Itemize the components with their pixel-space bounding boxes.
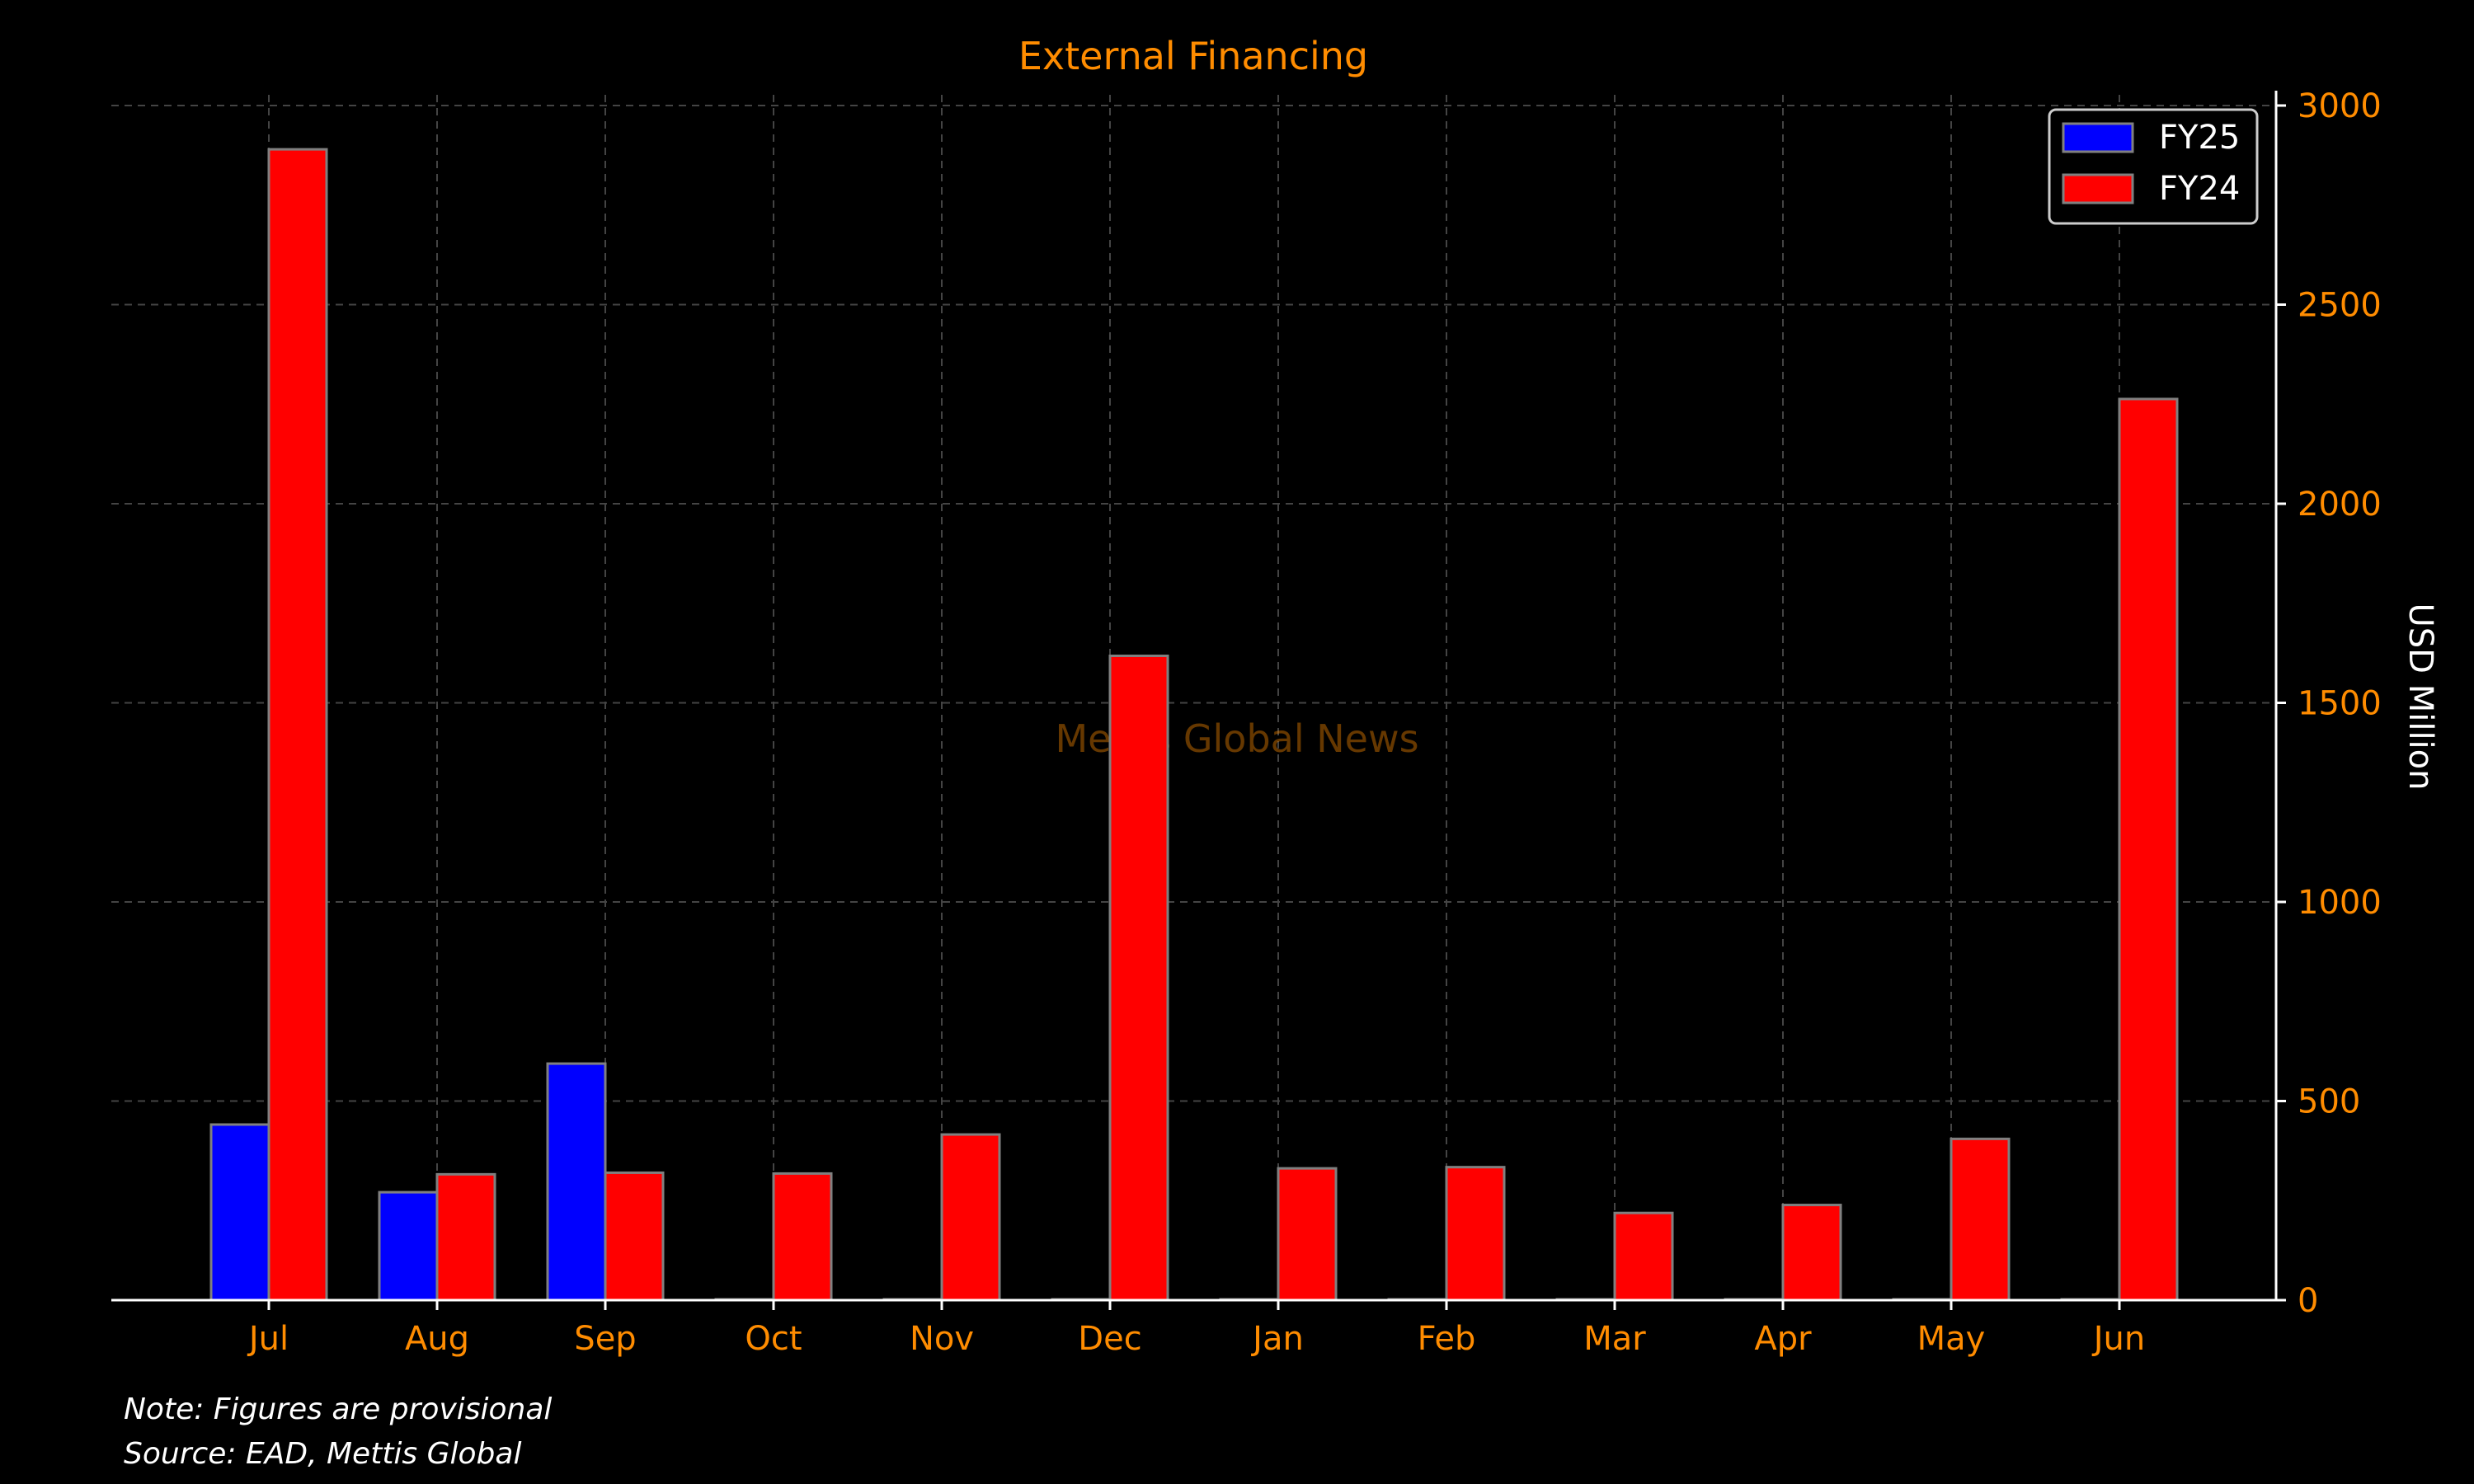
- x-tick-label: Apr: [1754, 1320, 1812, 1358]
- y-tick-label: 2000: [2298, 486, 2382, 524]
- bar-fy25-aug: [378, 1190, 439, 1302]
- legend-label-fy25: FY25: [2159, 119, 2240, 157]
- legend-swatch-fy25: [2062, 122, 2134, 153]
- x-tick-label: Aug: [405, 1320, 469, 1358]
- bar-fy24-apr: [1781, 1204, 1842, 1302]
- legend-swatch-fy24: [2062, 173, 2134, 204]
- source-text: Source: EAD, Mettis Global: [124, 1437, 522, 1471]
- bar-fy24-sep: [604, 1171, 665, 1302]
- bar-fy24-nov: [940, 1133, 1001, 1302]
- x-tick-label: Sep: [574, 1320, 636, 1358]
- note-text: Note: Figures are provisional: [124, 1392, 553, 1426]
- x-tick-label: Feb: [1418, 1320, 1476, 1358]
- bars: [209, 148, 2179, 1302]
- y-tick-label: 3000: [2298, 87, 2382, 125]
- x-tick-label: Jul: [247, 1320, 289, 1358]
- grid: [111, 95, 2276, 1300]
- bar-fy24-aug: [435, 1172, 496, 1302]
- axes: Jul Aug Sep Oct Nov Dec Jan Feb Mar Apr May Jun 0 500…: [111, 87, 2382, 1358]
- x-tick-label: Jan: [1250, 1320, 1304, 1358]
- bar-fy24-feb: [1445, 1166, 1506, 1302]
- legend-label-fy24: FY24: [2159, 170, 2240, 208]
- x-tick-label: Dec: [1078, 1320, 1141, 1358]
- y-tick-label: 2500: [2298, 287, 2382, 325]
- bar-fy24-mar: [1613, 1211, 1674, 1302]
- x-tick-label: May: [1917, 1320, 1986, 1358]
- bar-fy24-jul: [267, 148, 328, 1302]
- chart-title: External Financing: [1018, 34, 1368, 78]
- y-axis-label: USD Million: [2401, 603, 2439, 791]
- y-tick-label: 0: [2298, 1282, 2318, 1320]
- bar-fy24-jan: [1277, 1167, 1338, 1302]
- bar-fy24-oct: [772, 1172, 833, 1302]
- x-tick-label: Mar: [1583, 1320, 1646, 1358]
- x-tick-label: Oct: [745, 1320, 802, 1358]
- y-tick-label: 1500: [2298, 685, 2382, 723]
- x-tick-label: Jun: [2091, 1320, 2146, 1358]
- bar-fy25-jul: [209, 1123, 270, 1302]
- legend: FY25 FY24: [2048, 108, 2259, 225]
- bar-fy25-sep: [546, 1062, 607, 1302]
- x-tick-label: Nov: [910, 1320, 974, 1358]
- y-tick-label: 1000: [2298, 884, 2382, 922]
- bar-fy24-dec: [1108, 655, 1169, 1302]
- y-tick-label: 500: [2298, 1083, 2360, 1121]
- bar-fy24-jun: [2118, 397, 2179, 1302]
- bar-fy24-may: [1950, 1137, 2011, 1302]
- chart-footnotes: Note: Figures are provisional Source: EA…: [124, 1388, 552, 1477]
